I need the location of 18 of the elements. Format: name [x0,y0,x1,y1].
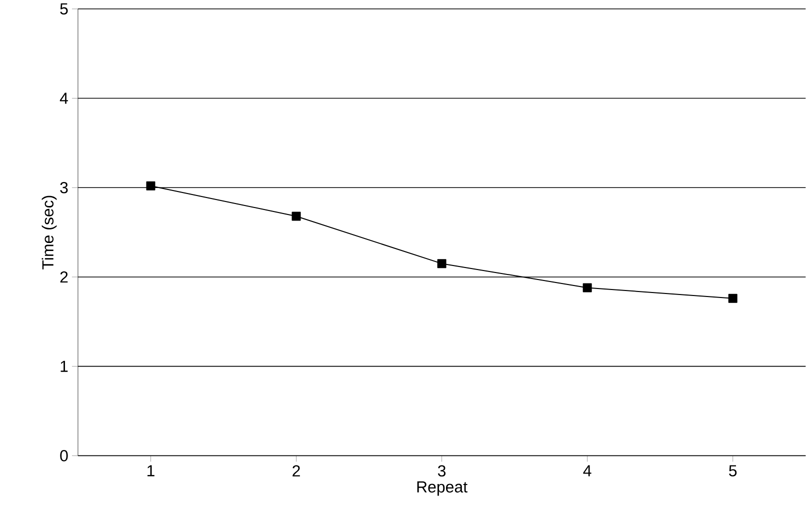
y-tick-label: 1 [60,361,68,372]
y-tick-label: 3 [60,182,68,194]
x-axis-title: Repeat [417,482,468,496]
point [437,259,446,268]
x-tick-label: 1 [148,465,154,476]
point [146,182,156,190]
x-tick-label: 2 [292,465,300,477]
y-tick-label: 0 [60,450,68,462]
x-tick-label: 4 [583,465,592,476]
y-axis-title: Time (sec) [42,196,57,270]
point [292,212,301,221]
y-tick-label: 5 [60,4,68,15]
y-tick-label: 2 [60,272,68,283]
x-tick-label: 3 [438,465,446,477]
point [728,294,738,304]
y-tick-label: 4 [60,92,68,104]
point [582,283,592,292]
x-tick-label: 5 [729,465,737,477]
